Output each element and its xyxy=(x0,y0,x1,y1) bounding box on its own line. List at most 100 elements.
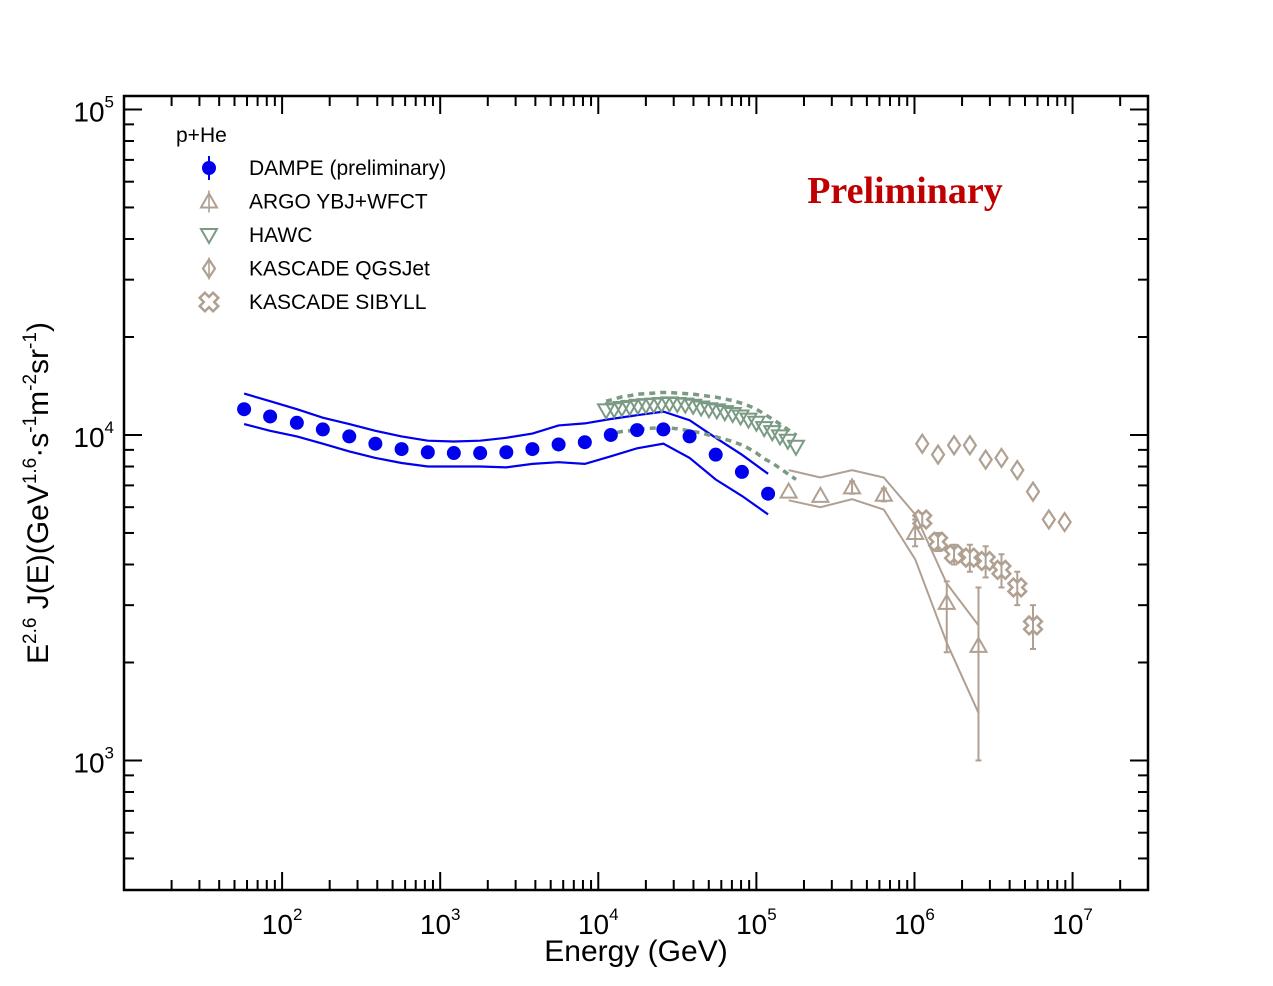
series-2-point xyxy=(786,439,806,457)
x-tick-label: 105 xyxy=(736,905,777,940)
series-3-point xyxy=(1009,459,1025,482)
series-0-point xyxy=(263,409,278,424)
y-title-exp2: 1.6 xyxy=(20,458,41,484)
series-0-point xyxy=(682,429,697,444)
series-4-point-shape xyxy=(959,546,981,569)
legend: p+He DAMPE (preliminary) ARGO YBJ+WFCT HAW… xyxy=(176,124,446,314)
series-2-point xyxy=(722,406,743,425)
y-tick-label: 103 xyxy=(73,743,114,778)
y-title-exp3: -1 xyxy=(20,416,41,433)
series-0-point xyxy=(420,445,435,460)
series-4-point xyxy=(943,543,965,565)
series-1-point xyxy=(937,592,957,610)
x-tick-label: 103 xyxy=(420,905,461,940)
series-0-point xyxy=(315,422,330,437)
series-2-point xyxy=(770,429,790,447)
series-2-point xyxy=(762,425,782,443)
y-title-sr: sr xyxy=(22,349,55,374)
series-3-point xyxy=(1057,511,1072,534)
legend-marker-4 xyxy=(197,290,221,314)
y-title-exp: 2.6 xyxy=(20,618,41,644)
x-tick-label: 107 xyxy=(1052,905,1093,940)
y-title-exp5: -1 xyxy=(20,332,41,349)
y-axis-title: E2.6 J(E)(GeV1.6·s-1m-2sr-1) xyxy=(20,322,55,664)
x-tick-label: 106 xyxy=(894,905,935,940)
series-4-point-shape xyxy=(1006,576,1028,599)
y-title-s: ·s xyxy=(22,433,55,458)
series-1-point xyxy=(842,477,862,495)
series-4-point xyxy=(1022,614,1044,637)
legend-label-2: HAWC xyxy=(249,224,312,247)
series-0-point xyxy=(630,423,645,438)
series-4-point-shape xyxy=(975,550,997,572)
y-tick-label: 105 xyxy=(73,92,114,127)
series-0-point xyxy=(473,446,488,461)
series-0-point xyxy=(551,437,566,452)
series-4-point xyxy=(990,559,1013,581)
series-0-point xyxy=(237,402,252,417)
series-2-point xyxy=(738,412,759,430)
legend-marker-4-shape xyxy=(197,290,221,314)
series-0-point xyxy=(446,446,461,461)
series-0-point xyxy=(525,442,540,457)
series-1-point xyxy=(778,481,799,499)
series-1-point xyxy=(968,635,989,653)
series-0-point xyxy=(368,436,383,451)
series-0-point xyxy=(603,427,618,442)
series-0-point xyxy=(289,415,304,430)
x-tick-label: 104 xyxy=(578,905,619,940)
series-3-point xyxy=(1041,508,1057,531)
series-2-point xyxy=(730,409,751,427)
series-3-point xyxy=(914,432,930,455)
series-4-point-shape xyxy=(1022,614,1044,637)
axis-ticks xyxy=(123,96,1149,891)
series-4-point xyxy=(975,550,997,572)
y-title-m: m xyxy=(22,391,55,416)
series-4-point-shape xyxy=(990,559,1013,581)
series-4-point-shape xyxy=(911,508,933,531)
legend-title: p+He xyxy=(176,124,227,147)
series-0-point xyxy=(342,429,357,444)
y-title-exp4: -2 xyxy=(20,374,41,391)
series-0-point xyxy=(577,435,592,450)
series-3-point xyxy=(994,446,1009,469)
y-title-close: ) xyxy=(22,322,55,332)
series-4-point xyxy=(911,508,933,531)
legend-marker-2 xyxy=(199,228,219,246)
series-4-point-shape xyxy=(943,543,965,565)
y-title-base: E xyxy=(22,644,55,664)
series-4-point xyxy=(959,546,981,569)
x-axis-title: Energy (GeV) xyxy=(544,935,727,968)
series-0-point xyxy=(734,464,749,479)
tick-labels: 102 103 104 105 106 107 103 104 105 xyxy=(73,92,1093,940)
series-2-point xyxy=(754,421,774,439)
legend-label-3: KASCADE QGSJet xyxy=(249,258,430,281)
y-tick-label: 104 xyxy=(73,418,114,453)
series-0-point xyxy=(394,442,409,457)
series-3-point xyxy=(978,448,993,471)
series-1-point xyxy=(874,484,894,502)
legend-label-0: DAMPE (preliminary) xyxy=(249,157,446,180)
series-4-point xyxy=(927,531,949,553)
series-1-point xyxy=(810,485,831,503)
y-title-mid: J(E)(GeV xyxy=(22,484,55,617)
plot-frame xyxy=(122,94,1150,892)
series-2-point xyxy=(691,400,711,418)
data-points xyxy=(237,396,1072,653)
series-3-point xyxy=(1025,480,1041,503)
series-3-point xyxy=(930,443,946,466)
series-0-band-upper xyxy=(243,392,769,475)
series-3-point xyxy=(946,434,962,457)
series-0-point xyxy=(761,486,776,501)
series-3-point xyxy=(962,434,978,457)
series-0-point xyxy=(499,445,514,460)
legend-label-4: KASCADE SIBYLL xyxy=(249,291,426,314)
series-2-point xyxy=(746,415,767,433)
series-0-point xyxy=(708,447,723,462)
legend-label-1: ARGO YBJ+WFCT xyxy=(249,191,428,214)
preliminary-watermark: Preliminary xyxy=(807,170,1003,212)
series-4-point xyxy=(1006,576,1028,599)
x-tick-label: 102 xyxy=(262,905,303,940)
